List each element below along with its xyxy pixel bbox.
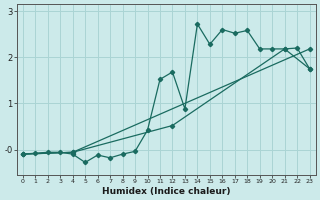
X-axis label: Humidex (Indice chaleur): Humidex (Indice chaleur) (102, 187, 230, 196)
